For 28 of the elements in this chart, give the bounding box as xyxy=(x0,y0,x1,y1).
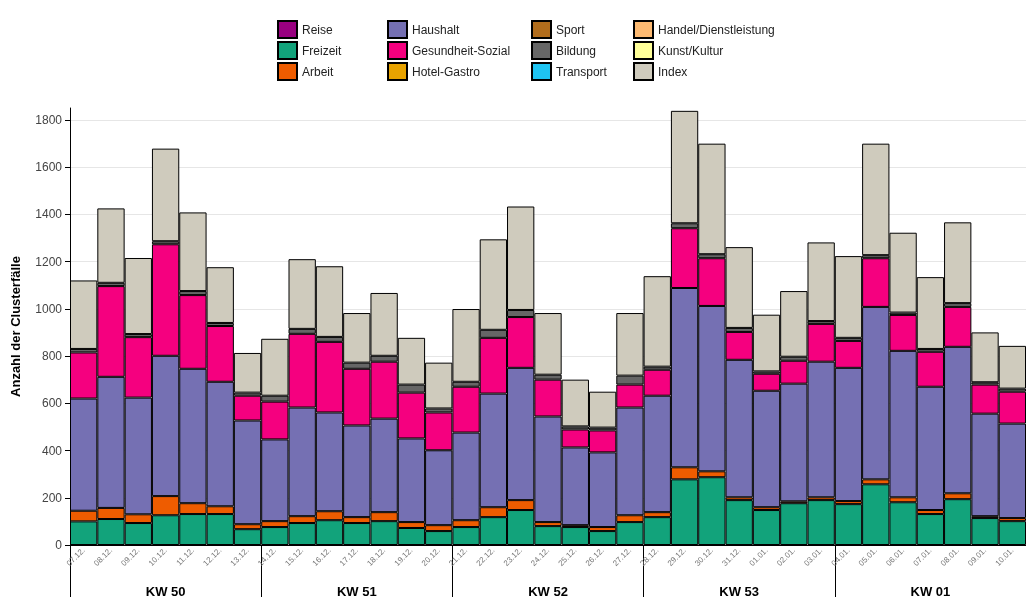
legend-label: Arbeit xyxy=(302,64,335,79)
y-tick-label: 1800 xyxy=(35,112,63,127)
legend-label: Gesundheit-Sozial xyxy=(412,43,511,58)
legend-label: Sport xyxy=(556,22,586,37)
y-tick-label: 1000 xyxy=(35,301,63,316)
y-axis-title: Anzahl der Clusterfälle xyxy=(8,256,23,397)
legend-label: Haushalt xyxy=(412,22,461,37)
text: KW 50 xyxy=(145,584,186,598)
text: KW 52 xyxy=(528,584,568,598)
legend-label: Hotel-Gastro xyxy=(412,64,481,79)
text: KW 01 xyxy=(910,584,951,598)
text: KW 51 xyxy=(336,584,377,598)
y-tick-label: 1200 xyxy=(35,254,63,269)
y-tick-label: 600 xyxy=(41,396,63,411)
legend-label: Reise xyxy=(302,22,334,37)
y-tick-label: 1400 xyxy=(35,207,63,222)
legend-label: Bildung xyxy=(556,43,597,58)
legend-label: Kunst/Kultur xyxy=(658,43,724,58)
y-tick-label: 200 xyxy=(41,490,63,505)
y-tick-label: 1600 xyxy=(35,160,63,175)
y-tick-label: 400 xyxy=(41,443,63,458)
legend-label: Handel/Dienstleistung xyxy=(658,22,775,37)
legend-label: Freizeit xyxy=(302,43,343,58)
legend-label: Transport xyxy=(556,64,608,79)
text: KW 53 xyxy=(719,584,760,598)
y-tick-label: 800 xyxy=(41,349,63,364)
y-tick-label: 0 xyxy=(55,538,63,552)
legend-label: Index xyxy=(658,64,688,79)
